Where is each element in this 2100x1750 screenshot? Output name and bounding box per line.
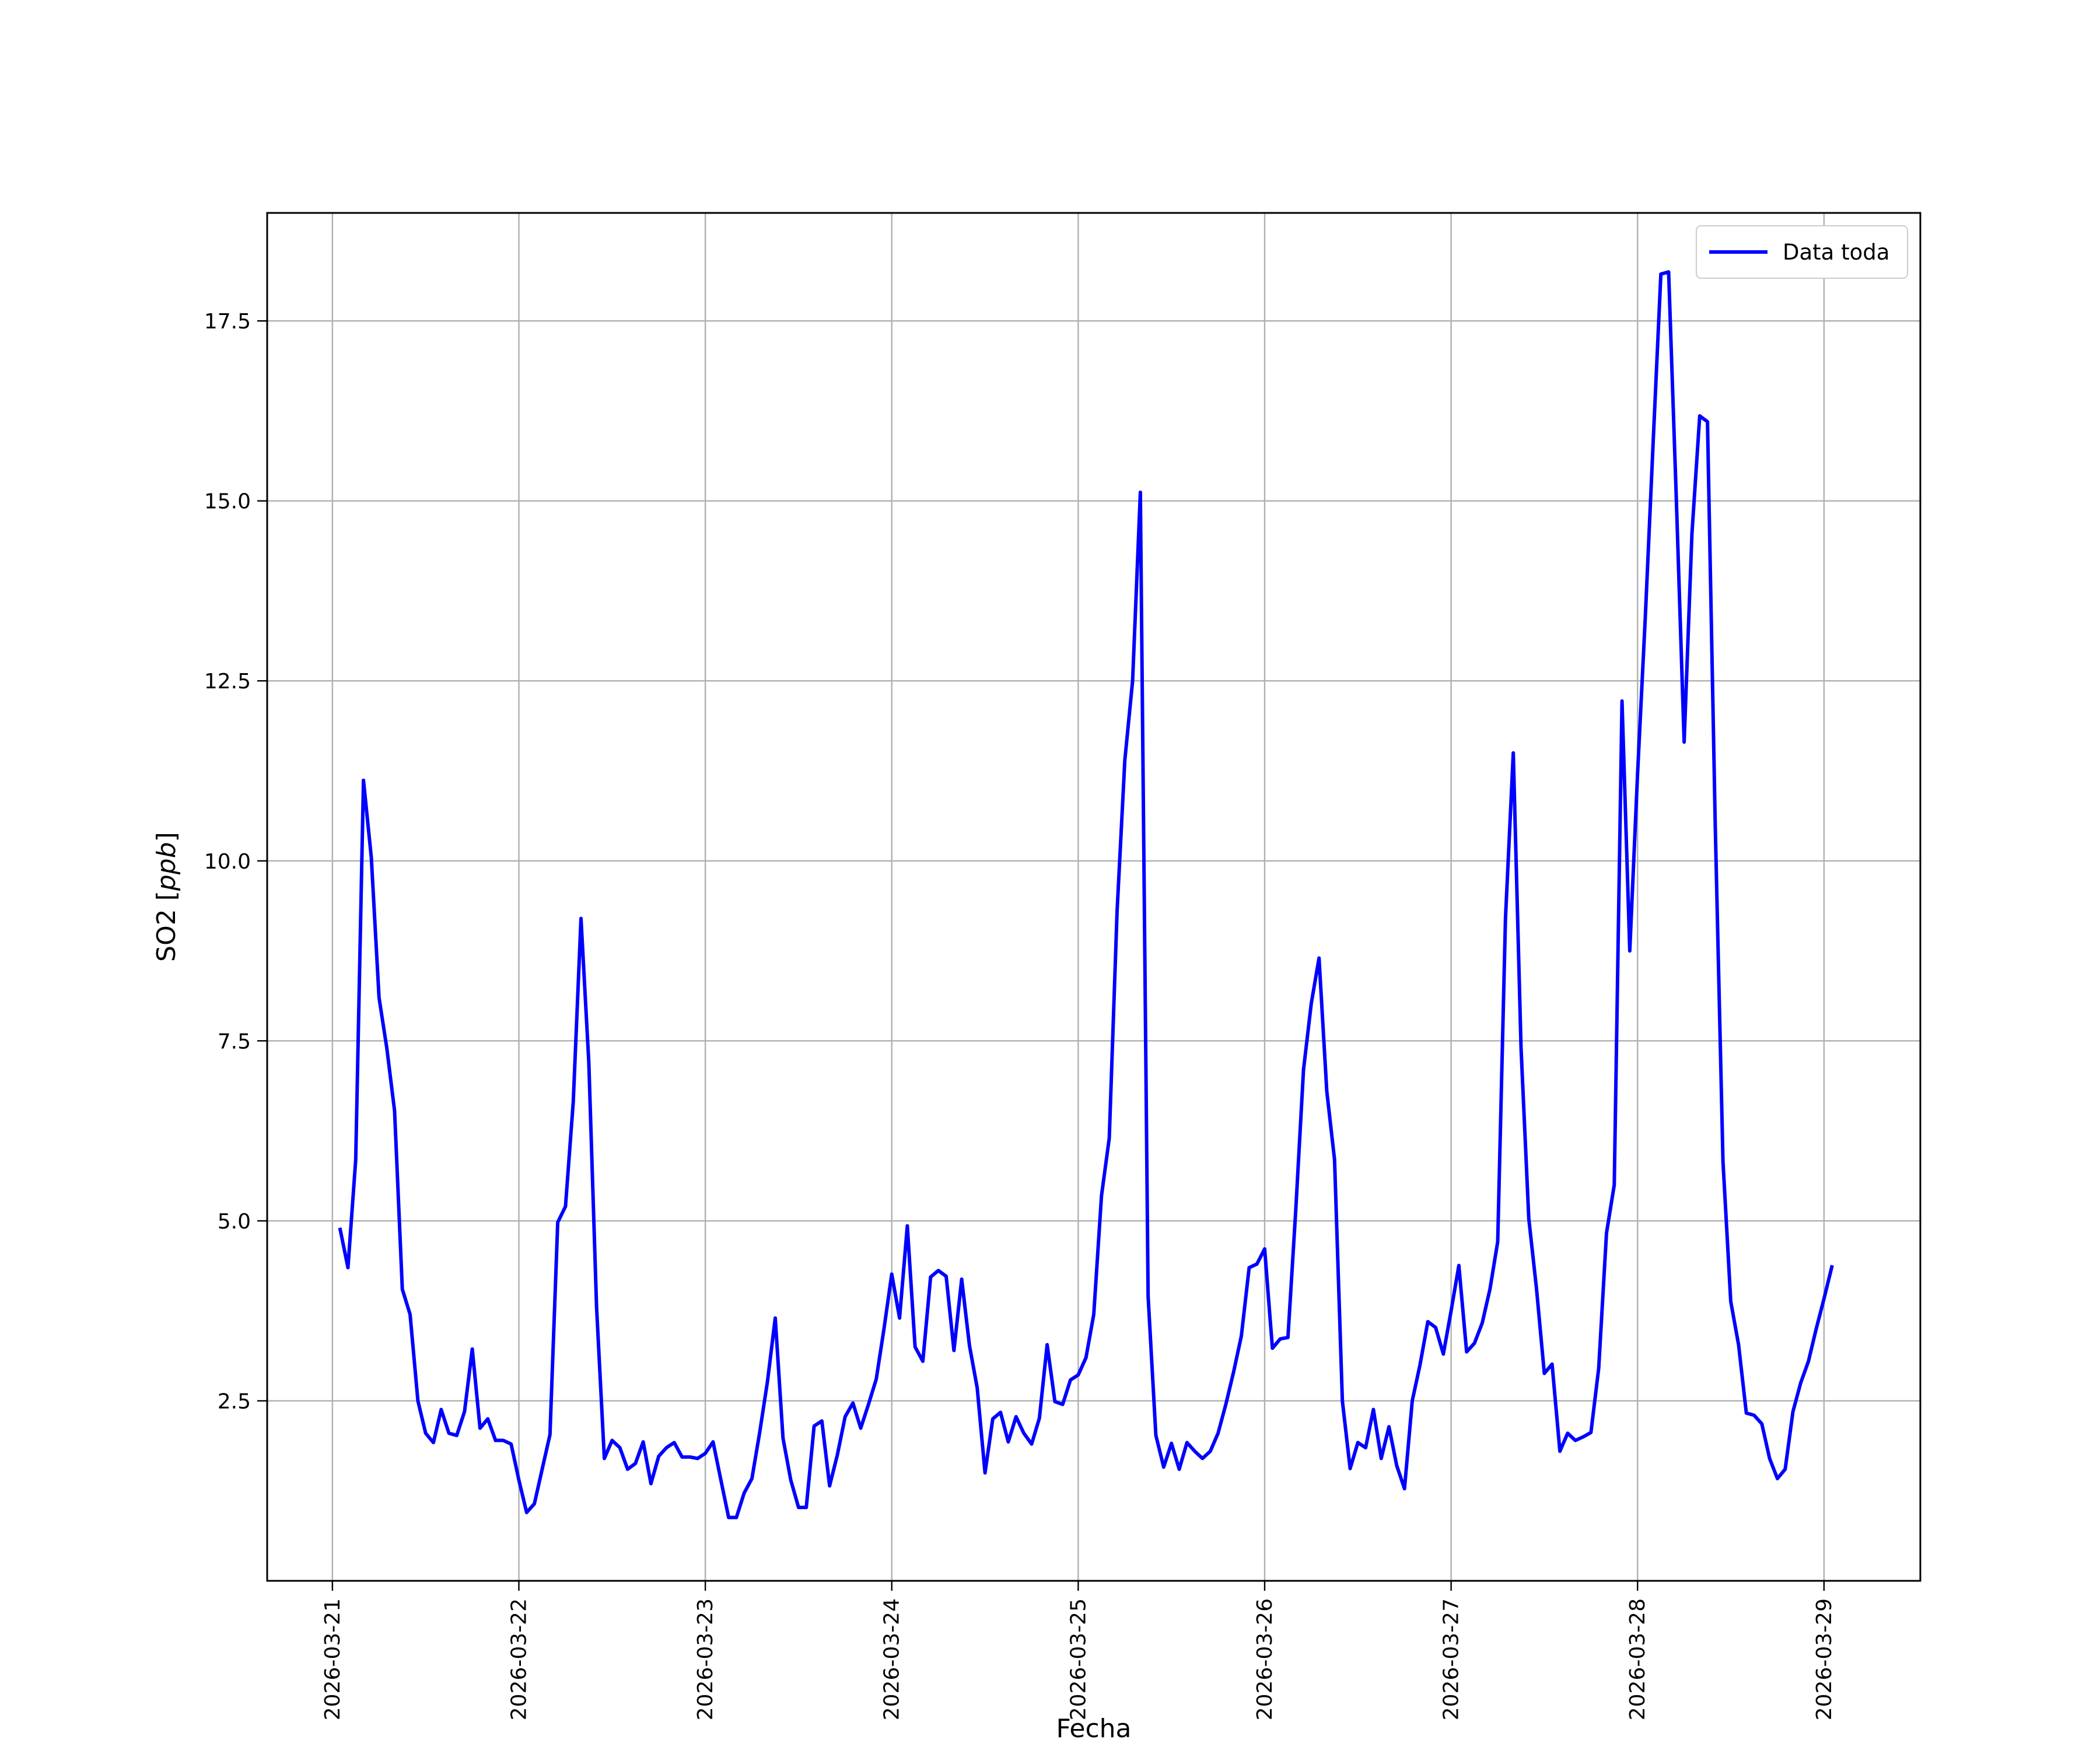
y-tick-label: 17.5	[204, 310, 251, 334]
y-tick-label: 12.5	[204, 670, 251, 694]
series-line-0	[338, 270, 1834, 1520]
x-tick-label: 2026-03-27	[1440, 1598, 1464, 1720]
grid	[267, 213, 1920, 1581]
x-tick-label: 2026-03-21	[321, 1598, 345, 1720]
y-axis-title-bracket-open: [	[152, 891, 181, 901]
y-axis: 2.5 5.0 7.5 10.0 12.5 15.0 17.5	[204, 310, 267, 1413]
y-axis-title-bracket-close: ]	[152, 832, 181, 842]
y-tick-label: 7.5	[218, 1030, 251, 1054]
y-axis-title-main: SO2	[152, 901, 181, 962]
x-tick-label: 2026-03-23	[694, 1598, 718, 1720]
x-tick-label: 2026-03-24	[880, 1598, 904, 1720]
y-axis-title: SO2 [ppb]	[152, 832, 181, 962]
y-tick-label: 15.0	[204, 490, 251, 514]
y-tick-label: 10.0	[204, 850, 251, 874]
x-tick-label: 2026-03-28	[1626, 1598, 1650, 1720]
y-tick-label: 5.0	[218, 1210, 251, 1234]
x-tick-label: 2026-03-22	[507, 1598, 531, 1720]
y-tick-label: 2.5	[218, 1390, 251, 1413]
x-axis-title: Fecha	[1056, 1714, 1131, 1744]
plot-area	[266, 212, 1922, 1582]
y-axis-title-unit: ppb	[152, 842, 181, 891]
legend: Data toda	[1696, 225, 1908, 279]
x-tick-label: 2026-03-25	[1066, 1598, 1090, 1720]
x-axis: 2026-03-21 2026-03-22 2026-03-23 2026-03-24…	[321, 1581, 1836, 1720]
plot-frame	[266, 212, 1922, 1582]
series-layer	[338, 270, 1834, 1520]
legend-label: Data toda	[1783, 240, 1889, 265]
x-tick-label: 2026-03-29	[1812, 1598, 1836, 1720]
x-tick-label: 2026-03-26	[1253, 1598, 1277, 1720]
legend-box	[1696, 225, 1908, 279]
